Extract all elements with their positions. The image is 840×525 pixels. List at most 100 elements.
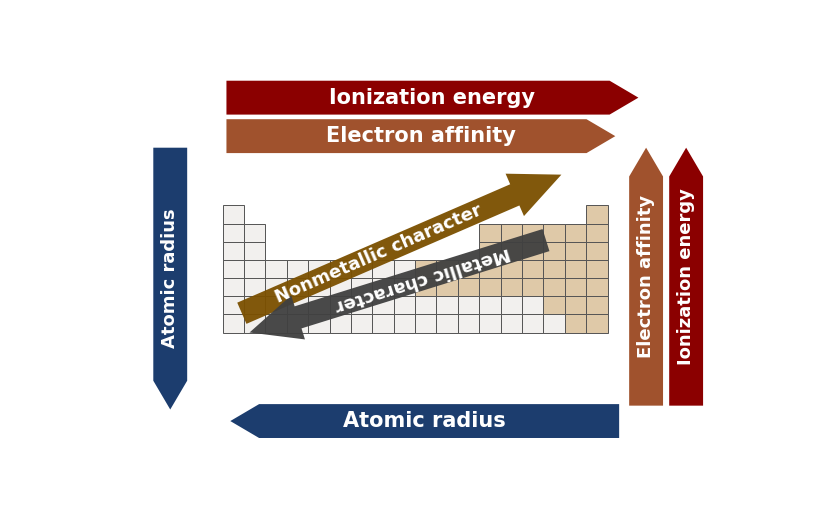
Bar	[543, 224, 564, 242]
Bar	[437, 278, 458, 296]
Bar	[244, 278, 265, 296]
Bar	[223, 242, 244, 260]
Text: Electron affinity: Electron affinity	[326, 126, 516, 146]
Bar	[244, 296, 265, 314]
Bar	[223, 260, 244, 278]
Bar	[329, 260, 351, 278]
Text: Electron affinity: Electron affinity	[637, 195, 655, 358]
Bar	[480, 278, 501, 296]
Bar	[543, 296, 564, 314]
Bar	[480, 224, 501, 242]
Bar	[564, 278, 586, 296]
Bar	[458, 278, 480, 296]
Polygon shape	[230, 404, 619, 438]
Bar	[522, 260, 543, 278]
Bar	[564, 224, 586, 242]
Bar	[586, 205, 607, 224]
Bar	[244, 242, 265, 260]
Bar	[394, 260, 415, 278]
Text: Ionization energy: Ionization energy	[677, 188, 696, 365]
Bar	[351, 260, 372, 278]
Bar	[586, 242, 607, 260]
Bar	[458, 260, 480, 278]
Bar	[308, 260, 329, 278]
Bar	[265, 296, 286, 314]
Polygon shape	[629, 148, 663, 406]
Bar	[244, 260, 265, 278]
Bar	[480, 260, 501, 278]
Bar	[437, 260, 458, 278]
Bar	[586, 296, 607, 314]
Bar	[564, 260, 586, 278]
Bar	[372, 260, 394, 278]
Bar	[480, 242, 501, 260]
Bar	[351, 278, 372, 296]
Bar	[394, 314, 415, 332]
Bar	[415, 260, 437, 278]
Bar	[458, 296, 480, 314]
Bar	[223, 205, 244, 224]
Bar	[586, 314, 607, 332]
Bar	[223, 314, 244, 332]
Text: Nonmetallic character: Nonmetallic character	[272, 201, 485, 307]
Bar	[308, 314, 329, 332]
Bar	[265, 278, 286, 296]
Bar	[394, 278, 415, 296]
Bar	[223, 224, 244, 242]
Bar	[223, 278, 244, 296]
Bar	[286, 278, 308, 296]
Text: Metallic character: Metallic character	[332, 243, 512, 314]
Bar	[329, 314, 351, 332]
Polygon shape	[227, 81, 638, 114]
Bar	[244, 314, 265, 332]
Bar	[480, 296, 501, 314]
Text: Ionization energy: Ionization energy	[329, 88, 535, 108]
Bar	[543, 314, 564, 332]
Bar	[501, 224, 522, 242]
Bar	[586, 224, 607, 242]
Polygon shape	[237, 174, 561, 324]
Bar	[501, 242, 522, 260]
Bar	[372, 296, 394, 314]
Bar	[522, 242, 543, 260]
Polygon shape	[249, 229, 549, 340]
Bar	[586, 260, 607, 278]
Bar	[543, 278, 564, 296]
Bar	[564, 314, 586, 332]
Bar	[372, 278, 394, 296]
Bar	[543, 242, 564, 260]
Bar	[522, 314, 543, 332]
Bar	[501, 278, 522, 296]
Bar	[437, 296, 458, 314]
Bar	[501, 260, 522, 278]
Bar	[564, 242, 586, 260]
Bar	[329, 278, 351, 296]
Bar	[351, 314, 372, 332]
Bar	[351, 296, 372, 314]
Bar	[415, 296, 437, 314]
Text: Atomic radius: Atomic radius	[161, 209, 179, 349]
Bar	[372, 314, 394, 332]
Polygon shape	[154, 148, 187, 410]
Text: Atomic radius: Atomic radius	[344, 411, 506, 431]
Bar	[415, 314, 437, 332]
Bar	[308, 296, 329, 314]
Bar	[286, 296, 308, 314]
Bar	[543, 260, 564, 278]
Bar	[522, 224, 543, 242]
Bar	[522, 296, 543, 314]
Bar	[564, 296, 586, 314]
Bar	[286, 260, 308, 278]
Bar	[286, 314, 308, 332]
Bar	[586, 278, 607, 296]
Bar	[437, 314, 458, 332]
Bar	[415, 278, 437, 296]
Bar	[265, 260, 286, 278]
Polygon shape	[669, 148, 703, 406]
Polygon shape	[227, 119, 615, 153]
Bar	[308, 278, 329, 296]
Bar	[394, 296, 415, 314]
Bar	[480, 314, 501, 332]
Bar	[329, 296, 351, 314]
Bar	[265, 314, 286, 332]
